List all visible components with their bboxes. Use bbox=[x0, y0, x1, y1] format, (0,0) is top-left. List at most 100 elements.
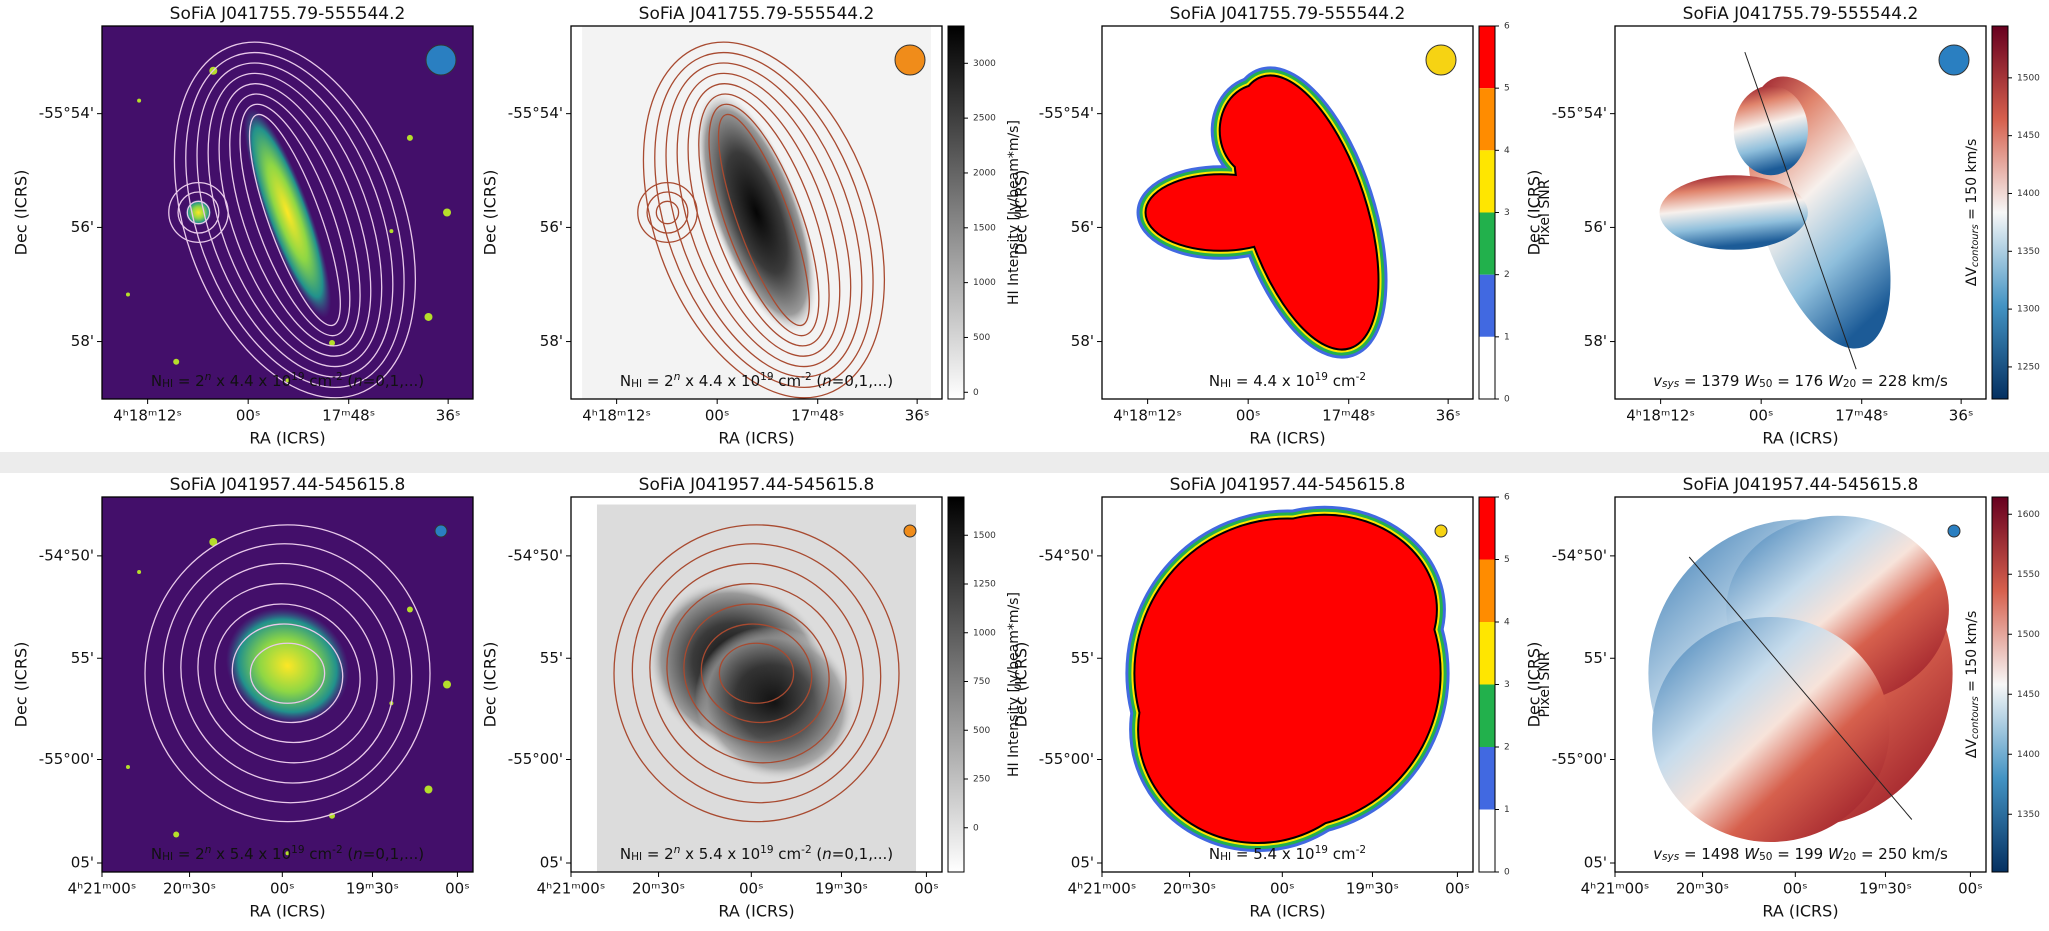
text-segment: 19 bbox=[291, 844, 304, 856]
panel-image bbox=[102, 497, 473, 872]
colorbar-tick-label: 2 bbox=[1504, 270, 1510, 280]
panel-title: SoFiA J041755.79-555544.2 bbox=[1170, 4, 1406, 24]
x-tick-label: 19ᵐ30ˢ bbox=[1346, 880, 1399, 898]
text-segment: HI bbox=[162, 851, 173, 863]
x-tick-label: 00ˢ bbox=[1445, 880, 1470, 898]
colorbar-tick-label: 4 bbox=[1504, 618, 1510, 628]
footnote: vsys = 1498 W50 = 199 W20 = 250 km/s bbox=[1653, 845, 1948, 863]
panel-image bbox=[1102, 26, 1473, 399]
x-tick-label: 00ˢ bbox=[1958, 880, 1983, 898]
text-segment: n bbox=[205, 371, 212, 383]
text-segment: N bbox=[1209, 845, 1220, 863]
text-segment: HI bbox=[1220, 851, 1231, 863]
footnote: NHI = 2n x 5.4 x 1019 cm-2 (n=0,1,...) bbox=[151, 844, 424, 863]
panel-title: SoFiA J041755.79-555544.2 bbox=[170, 4, 406, 24]
colorbar-tick-label: 1550 bbox=[2017, 570, 2040, 580]
colorbar-tick-label: 5 bbox=[1504, 84, 1510, 94]
text-segment: -2 bbox=[332, 844, 342, 856]
colorbar-segment bbox=[1479, 497, 1495, 560]
x-axis-label: RA (ICRS) bbox=[249, 429, 325, 448]
colorbar-tick-label: 1350 bbox=[2017, 247, 2040, 257]
text-segment: 20 bbox=[1843, 851, 1856, 863]
text-segment: sys bbox=[1662, 378, 1680, 390]
x-axis-label: RA (ICRS) bbox=[1249, 429, 1325, 448]
velocity-field bbox=[1652, 617, 1889, 842]
text-segment: n bbox=[205, 844, 212, 856]
y-tick-label: 55' bbox=[540, 649, 563, 667]
colorbar bbox=[1992, 26, 2008, 399]
text-segment: 19 bbox=[291, 371, 304, 383]
colorbar-segment bbox=[1479, 337, 1495, 399]
text-segment: sys bbox=[1662, 851, 1680, 863]
y-tick-label: 55' bbox=[1584, 649, 1607, 667]
colorbar-tick-label: 1500 bbox=[973, 531, 996, 541]
colorbar-tick-label: 1500 bbox=[2017, 73, 2040, 83]
colorbar-tick-label: 1500 bbox=[973, 223, 996, 233]
text-segment: n bbox=[822, 372, 832, 390]
text-segment: cm bbox=[774, 372, 802, 390]
colorbar bbox=[948, 497, 964, 872]
colorbar-tick-label: 2000 bbox=[973, 168, 996, 178]
y-tick-label: -55°54' bbox=[1039, 104, 1094, 122]
colorbar-tick-label: 1 bbox=[1504, 805, 1510, 815]
panel-image bbox=[1615, 26, 1986, 399]
y-tick-label: -54°50' bbox=[1039, 546, 1094, 564]
x-tick-label: 36ˢ bbox=[905, 407, 930, 425]
x-tick-label: 4ʰ18ᵐ12ˢ bbox=[582, 407, 651, 425]
text-segment: n bbox=[822, 845, 832, 863]
snr-core bbox=[1221, 86, 1295, 176]
x-tick-label: 4ʰ18ᵐ12ˢ bbox=[113, 407, 182, 425]
text-segment: n bbox=[353, 845, 363, 863]
y-tick-label: 55' bbox=[1071, 649, 1094, 667]
colorbar-tick-label: 3000 bbox=[973, 59, 996, 69]
colorbar-tick-label: 5 bbox=[1504, 555, 1510, 565]
y-tick-label: -55°00' bbox=[508, 750, 563, 768]
star bbox=[389, 229, 393, 233]
colorbar-tick-label: 1400 bbox=[2017, 189, 2040, 199]
text-segment: 19 bbox=[760, 844, 773, 856]
text-segment: = 2 bbox=[642, 372, 674, 390]
x-tick-label: 19ᵐ30ˢ bbox=[1859, 880, 1912, 898]
y-tick-label: 05' bbox=[71, 854, 94, 872]
panel-image bbox=[571, 9, 942, 431]
text-segment: HI bbox=[1220, 378, 1231, 390]
text-segment: n bbox=[674, 844, 681, 856]
y-axis-label: Dec (ICRS) bbox=[1012, 170, 1031, 256]
velocity-field bbox=[1660, 175, 1808, 250]
text-segment: = 250 km/s bbox=[1856, 845, 1948, 863]
y-tick-label: -54°50' bbox=[39, 546, 94, 564]
colorbar-tick-label: 250 bbox=[973, 775, 990, 785]
panel-title: SoFiA J041957.44-545615.8 bbox=[1683, 475, 1919, 495]
x-tick-label: 19ᵐ30ˢ bbox=[346, 880, 399, 898]
colorbar-tick-label: 3 bbox=[1504, 208, 1510, 218]
star bbox=[126, 293, 130, 297]
colorbar-tick-label: 0 bbox=[973, 388, 979, 398]
colorbar-tick-label: 1450 bbox=[2017, 690, 2040, 700]
beam bbox=[1426, 45, 1456, 75]
colorbar-tick-label: 1500 bbox=[2017, 630, 2040, 640]
x-tick-label: 00ˢ bbox=[1270, 880, 1295, 898]
x-tick-label: 4ʰ18ᵐ12ˢ bbox=[1113, 407, 1182, 425]
x-tick-label: 4ʰ21ᵐ00ˢ bbox=[1581, 880, 1650, 898]
footnote: NHI = 2n x 4.4 x 1019 cm-2 (n=0,1,...) bbox=[151, 371, 424, 390]
snr-core bbox=[1139, 617, 1376, 842]
text-segment: -2 bbox=[1356, 371, 1366, 383]
text-segment: = 150 km/s bbox=[1964, 139, 1980, 225]
colorbar-tick-label: 1400 bbox=[2017, 750, 2040, 760]
text-segment: HI bbox=[631, 851, 642, 863]
colorbar-tick-label: 1350 bbox=[2017, 810, 2040, 820]
star bbox=[424, 786, 432, 794]
y-axis-label: Dec (ICRS) bbox=[1012, 642, 1031, 728]
text-segment: cm bbox=[305, 845, 333, 863]
x-tick-label: 17ᵐ48ˢ bbox=[1835, 407, 1888, 425]
colorbar-tick-label: 0 bbox=[1504, 395, 1510, 405]
text-segment: cm bbox=[1328, 372, 1356, 390]
text-segment: W bbox=[1828, 845, 1844, 863]
text-segment: n bbox=[353, 372, 363, 390]
x-axis-label: RA (ICRS) bbox=[718, 429, 794, 448]
colorbar-segment bbox=[1479, 150, 1495, 212]
y-tick-label: 56' bbox=[1584, 218, 1607, 236]
panel-title: SoFiA J041957.44-545615.8 bbox=[1170, 475, 1406, 495]
colorbar-tick-label: 2 bbox=[1504, 743, 1510, 753]
velocity-field bbox=[1734, 86, 1808, 176]
